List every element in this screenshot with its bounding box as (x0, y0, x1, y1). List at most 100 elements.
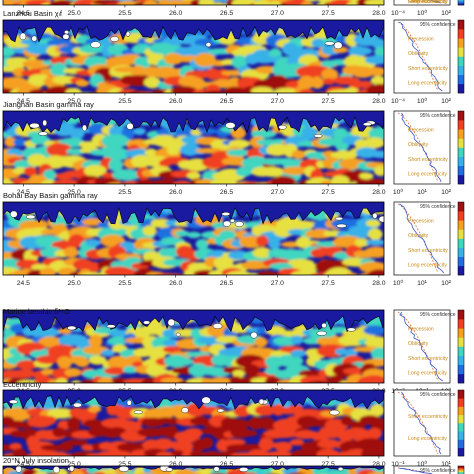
power-cell (268, 0, 282, 5)
colorbar-swatch (458, 247, 464, 258)
colorbar-swatch (458, 470, 464, 473)
colorbar-frame (457, 465, 465, 474)
global-spectrum-5: 95% confidence Short eccentricity Long ecc… (391, 389, 456, 468)
spectrum-label: 95% confidence (420, 392, 456, 398)
significance-contour (125, 31, 131, 37)
significance-contour (38, 131, 48, 136)
colorbar-3 (457, 201, 465, 276)
power-cell (253, 0, 271, 5)
spectrum-label: 95% confidence (420, 22, 456, 28)
power-cell (229, 419, 250, 429)
spectrum-label: Short eccentricity (408, 66, 448, 72)
spectrum-label: Long eccentricity (408, 262, 447, 268)
power-cell (44, 416, 57, 425)
power-cell (371, 38, 384, 49)
power-cell (49, 62, 69, 77)
power-cell (252, 247, 272, 258)
colorbar-swatch (458, 229, 464, 239)
power-cell (291, 150, 307, 160)
spectrum-tick-label: 10¹ (417, 280, 428, 287)
x-tick-label: 24.5 (17, 189, 30, 196)
colorbar-swatch (458, 29, 464, 39)
power-cell (16, 368, 35, 379)
power-cell (154, 368, 169, 375)
x-tick-label: 24.5 (17, 98, 30, 105)
power-cell (354, 238, 371, 247)
power-cell (162, 346, 182, 353)
power-cell (290, 349, 307, 358)
panels-group: 24.5 25.0 25.5 26.0 26.5 27.0 27.5 28.0 95% conf… (2, 0, 465, 474)
significance-contour (334, 216, 344, 221)
panel-3: 24.5 25.0 25.5 26.0 26.5 27.0 27.5 28.0 Bohai Ba… (2, 191, 465, 287)
x-tick-label: 27.0 (271, 98, 284, 105)
power-cell (7, 470, 26, 474)
colorbar-6 (457, 465, 465, 474)
power-cell (321, 68, 339, 82)
power-cell (365, 450, 384, 456)
x-tick-label: 27.5 (322, 189, 335, 196)
power-cell (35, 355, 61, 364)
colorbar-swatch (458, 74, 464, 85)
significance-contour (29, 122, 40, 129)
spectrum-tick-label: 10⁻¹ (391, 461, 405, 468)
power-cell (256, 235, 269, 247)
colorbar-swatch (458, 111, 464, 121)
spectrum-tick-label: 10⁻⁴ (391, 98, 405, 105)
significance-contour (106, 324, 116, 329)
power-cell (121, 269, 139, 275)
spectrum-frame (393, 110, 451, 185)
colorbar-swatch (458, 38, 464, 48)
power-cell (250, 86, 274, 93)
colorbar-frame (457, 389, 465, 457)
power-cell (67, 417, 81, 431)
power-cell (203, 90, 230, 93)
significance-contour (372, 212, 378, 219)
x-tick-label: 28.0 (372, 189, 385, 196)
significance-contour (346, 327, 356, 332)
power-cell (341, 87, 360, 93)
spectrum-curve (401, 391, 442, 455)
power-cell (368, 471, 384, 474)
wavelet-power-5 (3, 390, 384, 456)
power-cell (358, 80, 372, 89)
power-cell (366, 83, 384, 93)
colorbar-swatch (458, 174, 464, 185)
power-cell (364, 246, 384, 258)
power-cell (47, 407, 76, 419)
spectrum-label: Precession (408, 219, 434, 225)
power-cell (3, 46, 16, 57)
power-cell (266, 143, 289, 157)
power-cell (373, 165, 384, 177)
colorbar-5 (457, 389, 465, 457)
colorbar-frame (457, 19, 465, 94)
x-tick-label: 25.5 (118, 461, 131, 468)
significance-contour (378, 215, 384, 223)
significance-contour (167, 318, 176, 327)
significance-contour (175, 332, 181, 337)
significance-contour (278, 124, 287, 130)
power-cell (87, 405, 102, 413)
colorbar-frame (457, 201, 465, 276)
panel-2: 24.5 25.0 25.5 26.0 26.5 27.0 27.5 28.0 Jianghan… (2, 100, 465, 196)
significance-contour (329, 409, 340, 416)
significance-contour (225, 122, 236, 129)
power-cell (174, 357, 194, 366)
cone-edge (3, 390, 384, 410)
power-cell (200, 437, 214, 449)
wavelet-frame (2, 0, 385, 6)
colorbar-4 (457, 309, 465, 384)
power-cell (223, 438, 246, 446)
power-cell (142, 0, 159, 5)
power-cell (174, 468, 196, 474)
colorbar-0 (457, 0, 465, 6)
power-cell (33, 219, 48, 230)
wavelet-power-6 (3, 466, 384, 474)
power-cell (107, 355, 130, 370)
colorbar-swatch (458, 447, 464, 457)
x-tick-label: 24.5 (17, 10, 30, 17)
power-cell (39, 267, 56, 275)
significance-contour (52, 466, 60, 474)
significance-contour (126, 399, 132, 406)
significance-contour (143, 320, 151, 325)
power-cell (366, 427, 382, 440)
